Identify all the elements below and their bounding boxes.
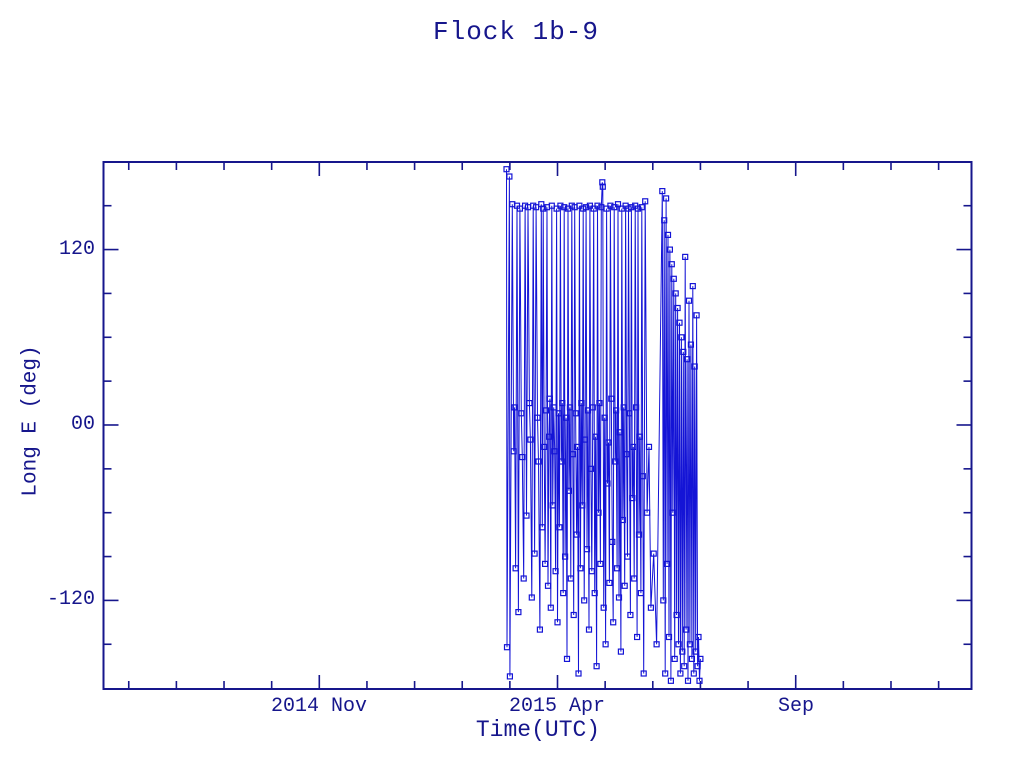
- axis-ticks: [103, 162, 972, 689]
- x-axis-title: Time(UTC): [475, 717, 601, 743]
- chart-title: Flock 1b-9: [432, 17, 600, 47]
- data-series: [503, 166, 704, 684]
- x-tick-label-sep: Sep: [777, 695, 815, 718]
- y-tick-label-neg120: -120: [46, 588, 95, 611]
- x-tick-label-2015-apr: 2015 Apr: [508, 695, 606, 718]
- y-tick-label-120: 120: [58, 238, 95, 261]
- longitude-track-line: [506, 169, 701, 681]
- x-tick-label-2014-nov: 2014 Nov: [270, 695, 368, 718]
- data-point-markers: [503, 166, 704, 684]
- y-tick-label-00: 00: [70, 413, 95, 436]
